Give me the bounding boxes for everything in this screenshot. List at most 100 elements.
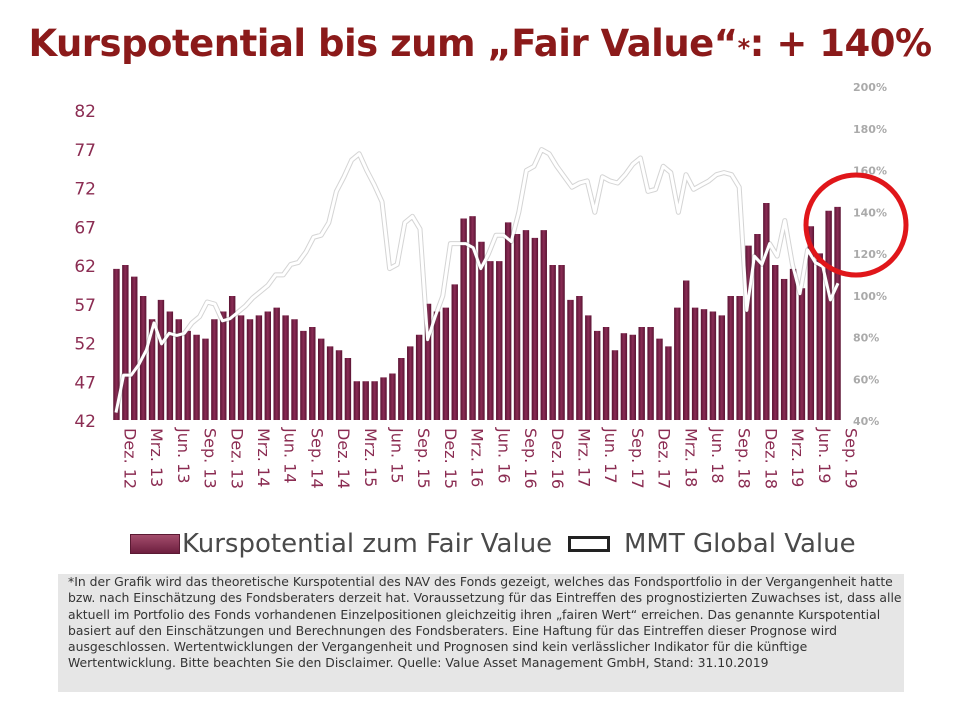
- right-tick-label: 120%: [853, 248, 887, 261]
- x-tick-label: Sep. 18: [735, 428, 754, 489]
- bar: [415, 334, 423, 420]
- bar: [522, 230, 530, 421]
- x-tick-label: Dez. 15: [441, 428, 460, 489]
- bar: [772, 265, 779, 420]
- bar: [834, 206, 841, 421]
- bar: [131, 276, 138, 421]
- bar: [442, 307, 450, 421]
- bar: [567, 299, 574, 421]
- left-tick-label: 42: [74, 412, 96, 432]
- x-tick-label: Jun. 14: [281, 427, 300, 484]
- left-tick-label: 52: [74, 335, 96, 355]
- bar: [309, 327, 316, 420]
- bar: [789, 268, 797, 421]
- bar: [513, 234, 521, 420]
- bar: [656, 338, 663, 421]
- x-tick-label: Mrz. 18: [681, 428, 700, 487]
- chart: 42 47 52 57 62 67 72 77 82 40% 60% 80% 100% 120% 140%…: [74, 81, 909, 489]
- bar: [629, 334, 636, 420]
- x-tick-label: Jun. 19: [815, 427, 834, 484]
- bar: [620, 333, 628, 420]
- bar: [825, 210, 832, 420]
- x-tick-label: Sep. 16: [521, 428, 540, 489]
- bar: [389, 373, 396, 420]
- bar: [433, 311, 441, 420]
- bar: [122, 265, 129, 420]
- x-tick-label: Mrz. 13: [147, 428, 166, 487]
- bar: [460, 218, 467, 420]
- bar: [407, 346, 414, 421]
- bar: [237, 315, 245, 421]
- right-tick-label: 60%: [853, 373, 879, 386]
- bar: [193, 334, 200, 420]
- bar: [674, 307, 681, 421]
- page-title: Kurspotential bis zum „Fair Value“*: + 1…: [28, 22, 932, 65]
- bar: [576, 296, 583, 420]
- right-tick-label: 100%: [853, 290, 887, 303]
- bar: [727, 296, 734, 420]
- bar: [246, 319, 254, 420]
- x-tick-label: Mrz. 19: [788, 428, 807, 487]
- bar: [273, 307, 280, 421]
- line-mmt-global-value: [114, 148, 840, 413]
- x-tick-label: Dez. 17: [655, 428, 674, 489]
- bar: [602, 327, 610, 420]
- bar: [353, 381, 361, 420]
- bar: [683, 280, 690, 420]
- bar: [745, 245, 752, 421]
- bar: [157, 299, 165, 421]
- bar: [496, 261, 503, 421]
- bar: [798, 288, 806, 420]
- x-tick-label: Jun. 15: [388, 427, 407, 484]
- bar: [718, 315, 726, 421]
- left-tick-label: 67: [74, 218, 96, 238]
- footnote: *In der Grafik wird das theoretische Kur…: [58, 574, 904, 692]
- left-tick-label: 77: [74, 141, 96, 161]
- bar: [763, 203, 770, 420]
- bar: [585, 315, 592, 421]
- x-tick-label: Jun. 17: [601, 427, 620, 484]
- bar: [469, 216, 476, 420]
- left-tick-label: 72: [74, 180, 96, 200]
- bar: [736, 296, 743, 420]
- bar: [228, 296, 236, 420]
- x-tick-label: Mrz. 14: [254, 428, 273, 487]
- right-tick-label: 200%: [853, 81, 887, 94]
- bar: [318, 338, 325, 421]
- right-tick-label: 140%: [853, 206, 887, 219]
- x-tick-label: Mrz. 16: [468, 428, 487, 487]
- line-layer: [113, 147, 841, 414]
- x-tick-label: Sep. 19: [842, 428, 861, 489]
- x-tick-label: Sep. 13: [201, 428, 220, 489]
- bar: [371, 381, 378, 420]
- left-tick-label: 57: [74, 296, 96, 316]
- bar: [344, 358, 352, 420]
- bar: [211, 319, 218, 420]
- bar: [326, 346, 334, 421]
- bar: [638, 327, 645, 420]
- bar: [487, 261, 494, 421]
- bar: [665, 346, 672, 421]
- x-tick-label: Dez. 14: [334, 428, 353, 489]
- x-tick-label: Jun. 13: [174, 427, 193, 484]
- bar: [807, 226, 815, 420]
- bar: [780, 278, 788, 420]
- bar: [166, 311, 174, 420]
- x-tick-label: Mrz. 15: [361, 428, 380, 487]
- right-tick-label: 180%: [853, 123, 887, 136]
- bar: [291, 319, 298, 420]
- bar: [816, 253, 823, 421]
- legend: Kurspotential zum Fair Value: [130, 526, 552, 562]
- bar: [754, 234, 761, 420]
- bar: [540, 230, 547, 421]
- highlight-circle: [803, 172, 909, 278]
- bar: [647, 327, 654, 420]
- bar: [709, 311, 717, 420]
- bar: [220, 311, 227, 420]
- x-tick-label: Sep. 14: [307, 428, 326, 489]
- bar: [255, 315, 263, 421]
- bars-layer: [113, 203, 841, 421]
- bar: [300, 330, 307, 421]
- legend-bar-swatch: [130, 534, 180, 554]
- left-tick-label: 47: [74, 373, 96, 393]
